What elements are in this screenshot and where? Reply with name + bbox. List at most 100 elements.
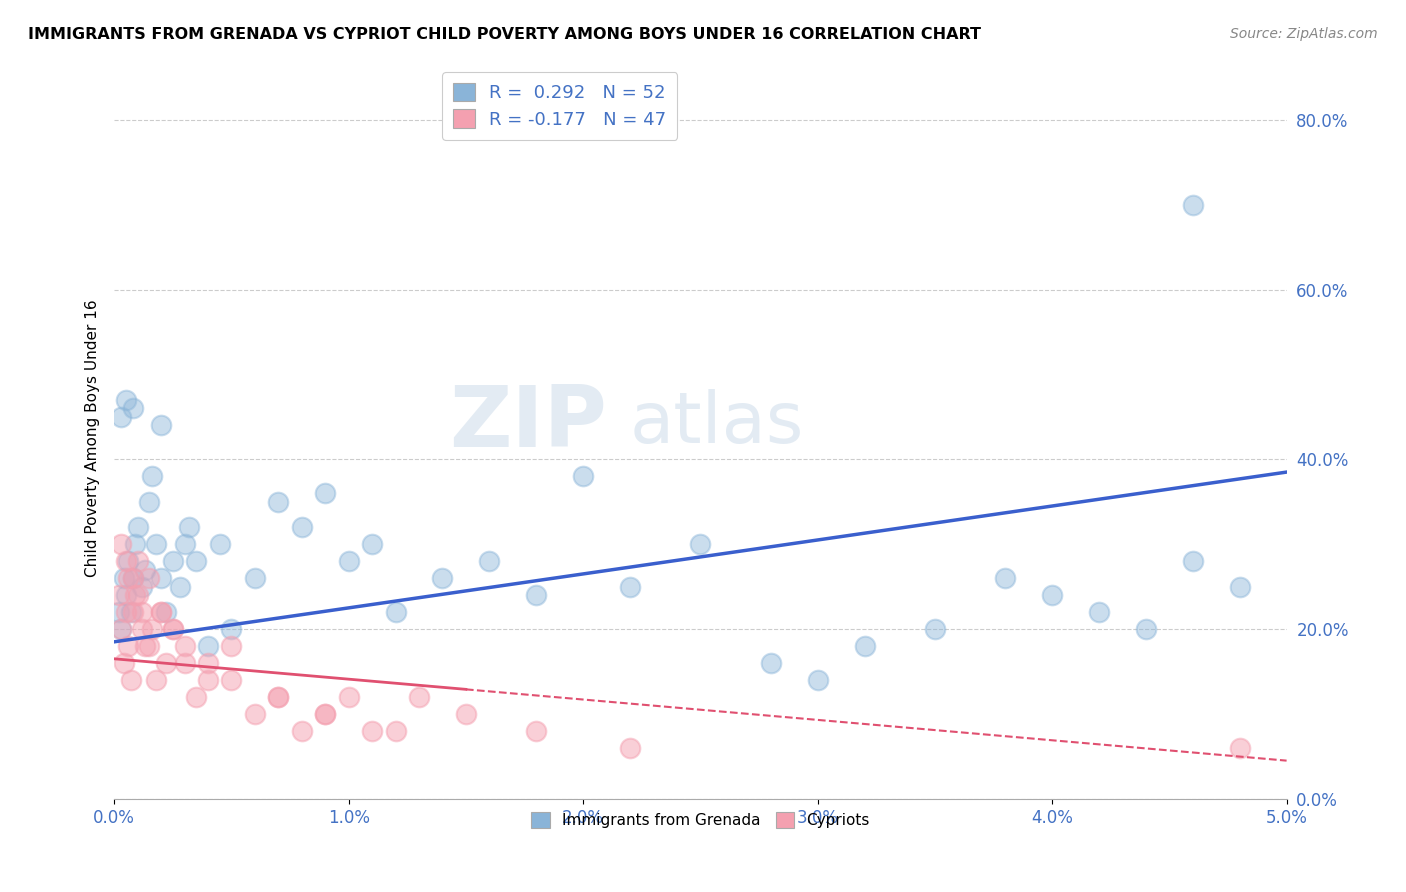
Point <box>127 588 149 602</box>
Point <box>524 588 547 602</box>
Point <box>108 605 131 619</box>
Point <box>361 723 384 738</box>
Point <box>150 605 173 619</box>
Point <box>122 605 145 619</box>
Point <box>150 605 173 619</box>
Point <box>243 706 266 721</box>
Point <box>267 690 290 704</box>
Point <box>112 656 135 670</box>
Point <box>221 622 243 636</box>
Point <box>384 723 406 738</box>
Point <box>145 673 167 687</box>
Point <box>115 605 138 619</box>
Point <box>120 673 142 687</box>
Point <box>108 588 131 602</box>
Point <box>173 537 195 551</box>
Point <box>150 418 173 433</box>
Point <box>131 580 153 594</box>
Point <box>117 639 139 653</box>
Point <box>115 554 138 568</box>
Point <box>384 605 406 619</box>
Point <box>110 409 132 424</box>
Point <box>314 486 336 500</box>
Point <box>122 571 145 585</box>
Point <box>408 690 430 704</box>
Point <box>619 740 641 755</box>
Point <box>138 571 160 585</box>
Point <box>124 588 146 602</box>
Point <box>115 588 138 602</box>
Point <box>478 554 501 568</box>
Point <box>994 571 1017 585</box>
Point <box>221 673 243 687</box>
Point <box>122 571 145 585</box>
Point <box>361 537 384 551</box>
Point <box>173 656 195 670</box>
Point <box>150 571 173 585</box>
Point <box>131 622 153 636</box>
Point <box>122 401 145 416</box>
Point <box>524 723 547 738</box>
Point <box>1229 580 1251 594</box>
Point <box>117 571 139 585</box>
Point <box>1088 605 1111 619</box>
Point <box>197 673 219 687</box>
Point <box>1181 554 1204 568</box>
Point <box>162 554 184 568</box>
Point <box>208 537 231 551</box>
Point <box>138 639 160 653</box>
Y-axis label: Child Poverty Among Boys Under 16: Child Poverty Among Boys Under 16 <box>86 300 100 577</box>
Point <box>155 605 177 619</box>
Point <box>110 622 132 636</box>
Point <box>197 656 219 670</box>
Point <box>1229 740 1251 755</box>
Text: atlas: atlas <box>630 389 804 458</box>
Point <box>179 520 201 534</box>
Point <box>169 580 191 594</box>
Point <box>138 495 160 509</box>
Point <box>186 554 208 568</box>
Point <box>689 537 711 551</box>
Point <box>432 571 454 585</box>
Point <box>127 520 149 534</box>
Point <box>1040 588 1063 602</box>
Point <box>173 639 195 653</box>
Point <box>186 690 208 704</box>
Point <box>197 639 219 653</box>
Point <box>291 723 314 738</box>
Point <box>145 537 167 551</box>
Point <box>127 554 149 568</box>
Point <box>131 605 153 619</box>
Point <box>155 656 177 670</box>
Legend: Immigrants from Grenada, Cypriots: Immigrants from Grenada, Cypriots <box>526 806 876 835</box>
Point <box>267 690 290 704</box>
Point <box>337 690 360 704</box>
Point <box>454 706 477 721</box>
Point <box>120 605 142 619</box>
Point <box>337 554 360 568</box>
Point <box>221 639 243 653</box>
Point <box>759 656 782 670</box>
Point <box>162 622 184 636</box>
Text: Source: ZipAtlas.com: Source: ZipAtlas.com <box>1230 27 1378 41</box>
Point <box>619 580 641 594</box>
Point <box>134 639 156 653</box>
Point <box>141 622 163 636</box>
Point <box>924 622 946 636</box>
Point <box>117 554 139 568</box>
Point <box>807 673 830 687</box>
Point <box>267 495 290 509</box>
Point <box>110 622 132 636</box>
Point <box>110 537 132 551</box>
Point <box>1135 622 1157 636</box>
Point <box>141 469 163 483</box>
Point <box>572 469 595 483</box>
Point <box>124 537 146 551</box>
Point <box>314 706 336 721</box>
Point <box>291 520 314 534</box>
Point <box>115 392 138 407</box>
Text: ZIP: ZIP <box>449 382 606 466</box>
Point <box>1181 198 1204 212</box>
Point <box>314 706 336 721</box>
Point <box>162 622 184 636</box>
